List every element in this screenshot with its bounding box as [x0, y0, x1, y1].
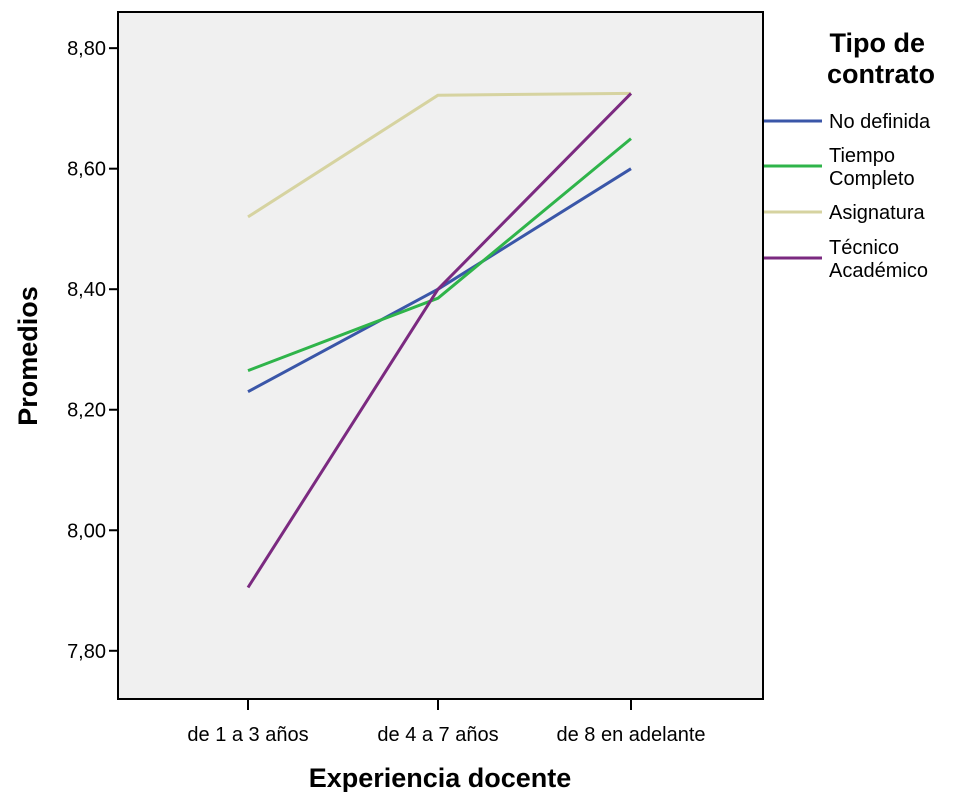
legend-label: Tiempo Completo: [829, 145, 915, 190]
legend-label-line: No definida: [829, 111, 931, 133]
legend-label: No definida: [829, 111, 931, 133]
legend-items: No definida Tiempo Completo Asignatura Técni…: [764, 111, 931, 282]
y-axis-title: Promedios: [13, 286, 43, 426]
y-tick-label: 8,60: [67, 159, 106, 181]
legend-label-line: Asignatura: [829, 202, 925, 224]
x-axis: de 1 a 3 años de 4 a 7 años de 8 en adelan…: [187, 699, 706, 746]
series-line-1: [247, 137, 632, 373]
series-lines: [246, 91, 633, 589]
x-tick-label: de 4 a 7 años: [377, 724, 498, 746]
legend: Tipo de contrato No definida Tiempo Comple…: [764, 28, 935, 282]
legend-title-line-2: contrato: [827, 59, 935, 89]
legend-title-line-1: Tipo de: [829, 28, 925, 58]
y-tick-label: 8,00: [67, 520, 106, 542]
y-axis: 7,80 8,00 8,20 8,40 8,60 8,80: [67, 38, 118, 663]
legend-label-line: Completo: [829, 168, 915, 190]
plot-area: [117, 11, 764, 700]
x-tick-label: de 1 a 3 años: [187, 724, 308, 746]
y-tick-label: 8,80: [67, 38, 106, 60]
y-tick-label: 7,80: [67, 641, 106, 663]
legend-label: Técnico Académico: [829, 237, 928, 282]
series-line-2: [247, 91, 632, 219]
series-line-3: [246, 92, 633, 589]
y-tick-label: 8,20: [67, 400, 106, 422]
x-tick-label: de 8 en adelante: [556, 724, 705, 746]
legend-label-line: Técnico: [829, 237, 899, 259]
y-tick-label: 8,40: [67, 279, 106, 301]
legend-label: Asignatura: [829, 202, 925, 224]
legend-label-line: Tiempo: [829, 145, 895, 167]
legend-label-line: Académico: [829, 260, 928, 282]
legend-title: Tipo de contrato: [827, 28, 935, 89]
x-axis-title: Experiencia docente: [309, 763, 572, 792]
